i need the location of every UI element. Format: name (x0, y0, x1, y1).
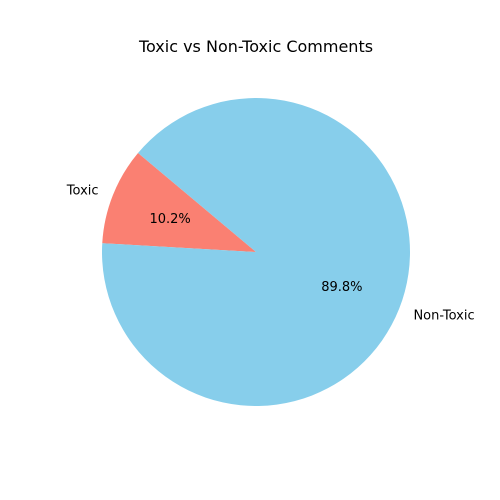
pie-slices (101, 98, 410, 407)
pie-slice-non-toxic (101, 98, 410, 407)
slice-label: Toxic (66, 184, 99, 199)
pie-labels: Toxic 10.2% Non-Toxic 89.8% (66, 184, 475, 324)
chart-title: Toxic vs Non-Toxic Comments (138, 37, 373, 56)
slice-percent-label: 89.8% (321, 280, 362, 295)
pie-slice-toxic (102, 153, 256, 252)
slice-percent-label: 10.2% (149, 212, 190, 227)
slice-label: Non-Toxic (413, 308, 474, 323)
